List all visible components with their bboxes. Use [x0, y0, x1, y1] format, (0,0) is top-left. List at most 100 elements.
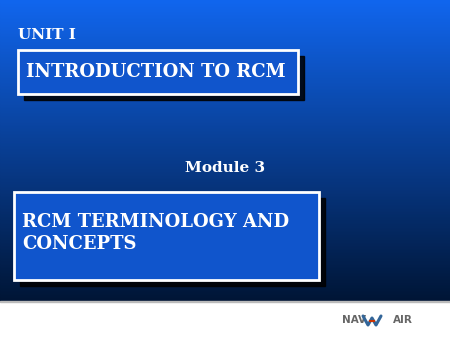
Bar — [0, 134, 450, 136]
Bar — [0, 296, 450, 299]
Bar — [0, 215, 450, 217]
Bar — [0, 171, 450, 174]
Bar — [0, 191, 450, 193]
Bar — [0, 105, 450, 107]
Bar — [0, 244, 450, 246]
Bar — [0, 235, 450, 237]
Bar — [0, 286, 450, 288]
Text: UNIT I: UNIT I — [18, 28, 76, 42]
Bar — [0, 76, 450, 78]
Bar — [0, 209, 450, 211]
Bar — [0, 63, 450, 65]
Bar — [0, 35, 450, 38]
Bar — [0, 73, 450, 75]
Bar — [0, 25, 450, 27]
Bar — [0, 253, 450, 255]
Bar — [0, 129, 450, 131]
Bar — [0, 16, 450, 18]
Bar — [0, 222, 450, 225]
Bar — [0, 142, 450, 145]
Bar — [0, 256, 450, 258]
Bar — [0, 41, 450, 44]
Bar — [0, 102, 450, 104]
Bar — [0, 47, 450, 50]
Bar — [0, 61, 450, 64]
Bar — [0, 71, 450, 74]
Bar — [0, 121, 450, 124]
Bar — [0, 87, 450, 89]
Text: AIR: AIR — [393, 315, 413, 325]
Bar — [0, 254, 450, 257]
Bar — [0, 8, 450, 10]
Bar — [0, 109, 450, 112]
Bar — [0, 13, 450, 15]
Bar — [0, 281, 450, 284]
Bar — [0, 156, 450, 159]
Bar — [0, 189, 450, 192]
Bar — [0, 165, 450, 168]
Bar — [0, 5, 450, 7]
Bar — [0, 117, 450, 119]
Bar — [0, 224, 450, 226]
Bar — [0, 168, 450, 171]
Bar — [0, 77, 450, 80]
Bar — [0, 216, 450, 219]
Bar — [0, 91, 450, 94]
Bar — [0, 298, 450, 300]
Bar — [0, 44, 450, 47]
Bar — [0, 74, 450, 77]
Bar — [0, 170, 450, 172]
Bar — [0, 90, 450, 92]
Bar — [0, 287, 450, 290]
Bar — [0, 151, 450, 154]
Bar — [0, 126, 450, 128]
Bar — [0, 197, 450, 199]
Bar — [0, 200, 450, 202]
Text: INTRODUCTION TO RCM: INTRODUCTION TO RCM — [26, 63, 286, 81]
Bar — [0, 221, 450, 223]
Bar — [0, 274, 450, 276]
Bar — [0, 263, 450, 266]
Bar — [0, 3, 450, 6]
Bar — [0, 218, 450, 220]
Bar — [0, 242, 450, 245]
Bar — [0, 124, 450, 127]
Bar — [0, 106, 450, 109]
Bar — [0, 56, 450, 59]
Bar — [0, 192, 450, 195]
Bar — [0, 11, 450, 14]
Bar — [0, 302, 450, 338]
Bar — [0, 40, 450, 42]
Bar — [0, 67, 450, 70]
Bar — [0, 232, 450, 234]
Bar — [0, 210, 450, 213]
Bar — [0, 248, 450, 251]
Bar — [0, 138, 450, 140]
Text: Module 3: Module 3 — [185, 161, 265, 175]
Bar — [0, 1, 450, 3]
Bar — [0, 268, 450, 270]
Bar — [0, 251, 450, 254]
Bar — [0, 38, 450, 41]
Bar — [20, 198, 325, 286]
Bar — [0, 260, 450, 263]
Bar — [0, 22, 450, 24]
Bar — [0, 49, 450, 51]
Bar — [0, 37, 450, 39]
Bar — [0, 162, 450, 165]
Bar — [0, 280, 450, 282]
Bar — [0, 198, 450, 201]
Bar — [18, 50, 298, 94]
Bar — [0, 135, 450, 138]
Bar — [0, 94, 450, 97]
Bar — [0, 219, 450, 222]
Bar — [0, 2, 450, 4]
Bar — [0, 79, 450, 81]
Bar — [0, 59, 450, 62]
Bar — [0, 83, 450, 86]
Bar — [0, 213, 450, 216]
Bar — [0, 93, 450, 95]
Bar — [14, 192, 319, 280]
Bar — [0, 69, 450, 71]
Bar — [0, 115, 450, 118]
